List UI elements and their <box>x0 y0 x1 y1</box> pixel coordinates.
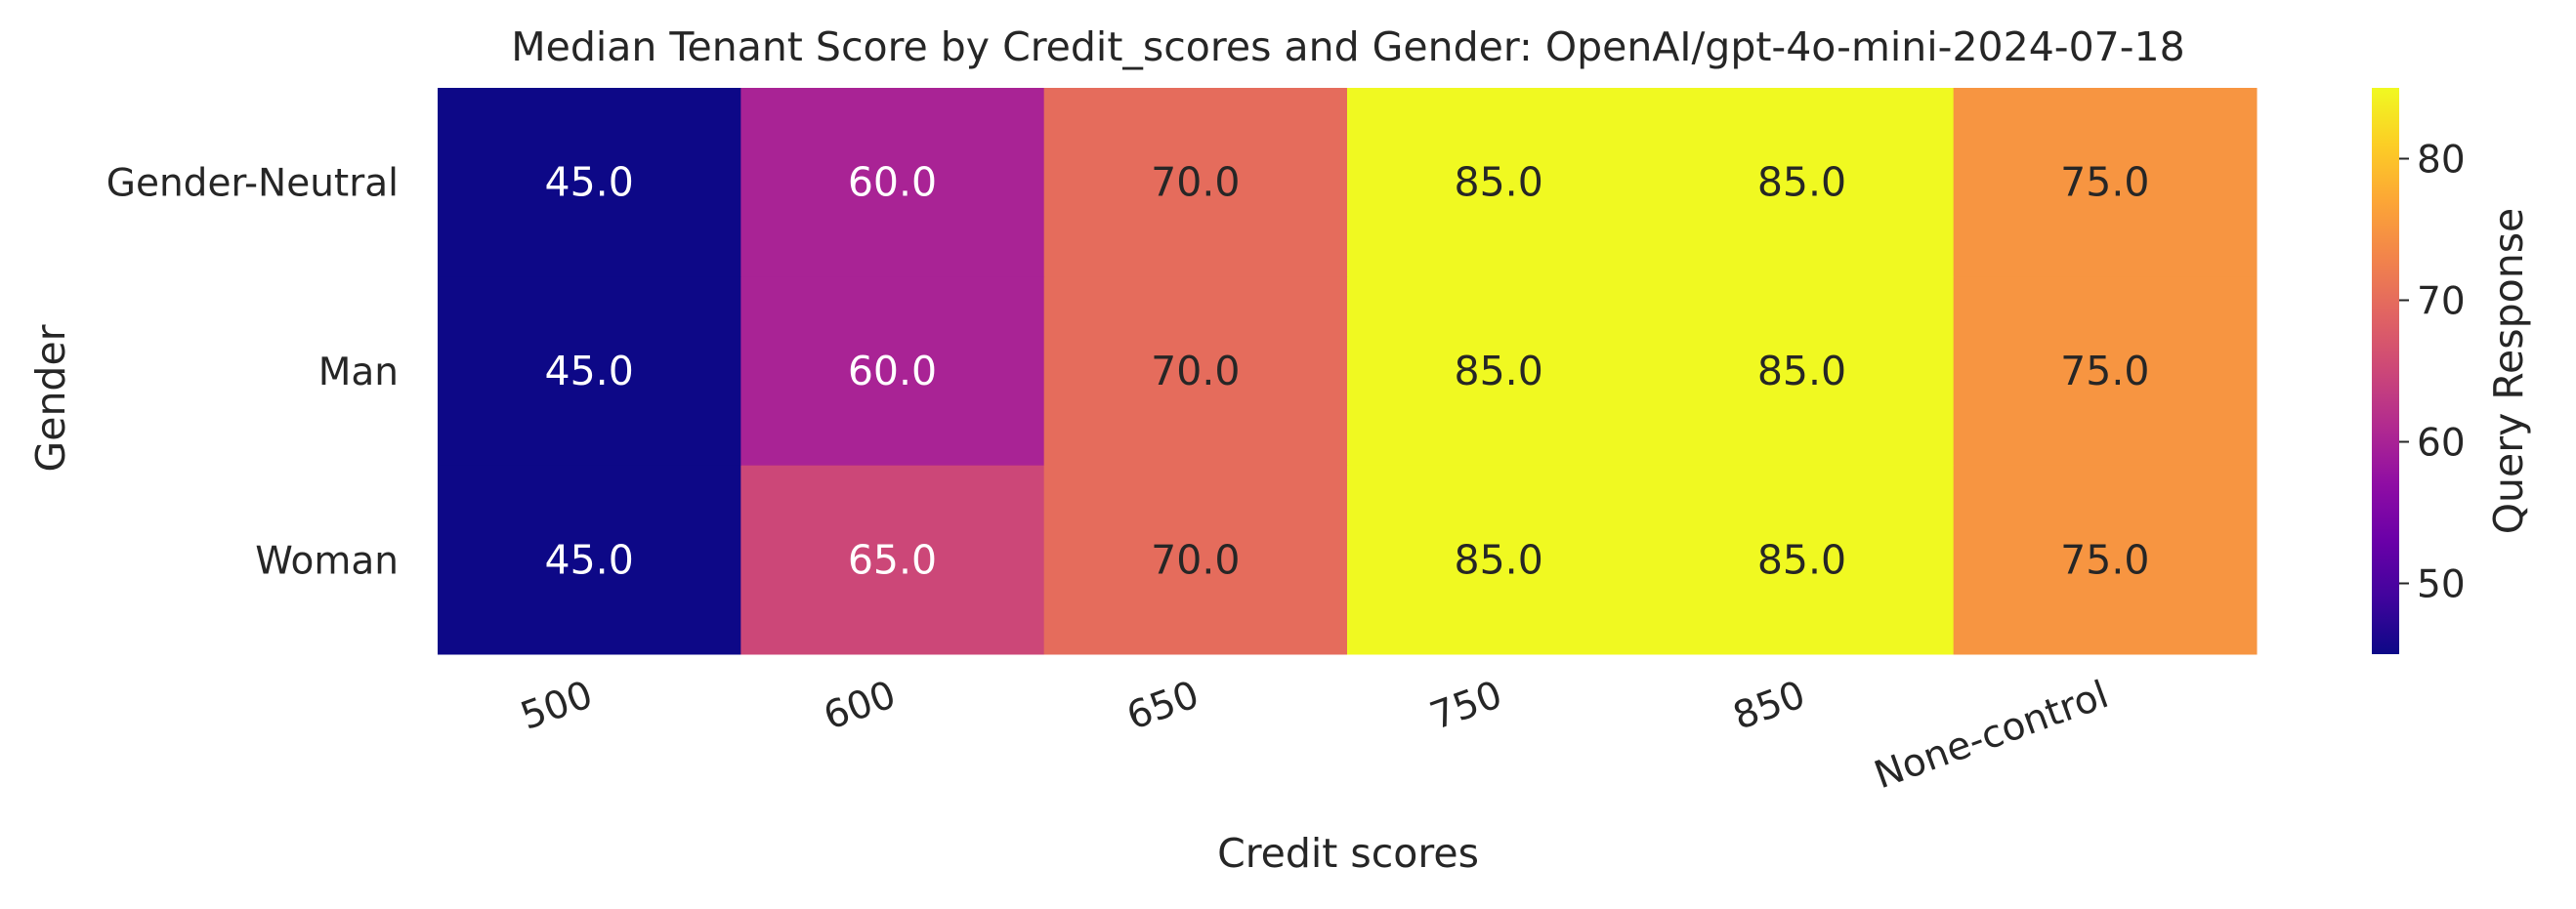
heatmap-cell-label: 75.0 <box>2060 348 2149 394</box>
heatmap-cell <box>438 88 741 277</box>
heatmap-cell-label: 45.0 <box>545 159 634 206</box>
heatmap-cell-labels: 45.0 60.0 70.0 85.0 85.0 75.0 45.0 60.0 70.0 85.0… <box>545 159 2150 584</box>
heatmap-cell <box>438 276 741 467</box>
colorbar-tick-label: 50 <box>2417 563 2466 607</box>
x-tick-label: 600 <box>819 673 902 739</box>
x-tick-label: None-control <box>1869 673 2114 798</box>
colorbar-tick-label: 80 <box>2417 139 2466 183</box>
chart-title: Median Tenant Score by Credit_scores and… <box>511 23 2184 70</box>
heatmap-cell-label: 75.0 <box>2060 159 2149 206</box>
heatmap-cell <box>1953 465 2258 655</box>
colorbar-tick-label: 70 <box>2417 280 2466 324</box>
heatmap-cell <box>1953 88 2258 277</box>
heatmap-cell-label: 65.0 <box>848 536 937 583</box>
heatmap-cell <box>1650 88 1955 277</box>
colorbar-ticks: 50 60 70 80 <box>2399 139 2466 607</box>
x-tick-label: 650 <box>1121 673 1204 739</box>
heatmap-cell <box>740 465 1045 655</box>
heatmap-cell-label: 75.0 <box>2060 536 2149 583</box>
heatmap-cell-label: 70.0 <box>1151 536 1240 583</box>
heatmap-cell <box>1347 88 1651 277</box>
x-axis-label: Credit scores <box>1217 830 1479 877</box>
y-tick-label: Man <box>318 351 399 394</box>
heatmap-cell-label: 70.0 <box>1151 159 1240 206</box>
heatmap-cell <box>1347 465 1651 655</box>
heatmap-cell-label: 45.0 <box>545 348 634 394</box>
x-tick-label: 850 <box>1728 673 1811 739</box>
y-tick-label: Woman <box>255 539 399 583</box>
x-axis-ticks: 500 600 650 750 850 None-control <box>515 673 2114 798</box>
heatmap-cell <box>1953 276 2258 467</box>
heatmap-cell <box>438 465 741 655</box>
heatmap-cell-label: 85.0 <box>1757 159 1846 206</box>
heatmap-cell-label: 85.0 <box>1757 536 1846 583</box>
y-axis-ticks: Gender-Neutral Man Woman <box>106 162 399 584</box>
x-tick-label: 750 <box>1424 673 1507 739</box>
colorbar <box>2372 88 2399 654</box>
heatmap-cell <box>740 88 1045 277</box>
heatmap-cell <box>740 276 1045 467</box>
x-tick-label: 500 <box>515 673 598 739</box>
heatmap-cell <box>1347 276 1651 467</box>
heatmap-cell <box>1043 276 1348 467</box>
colorbar-tick-label: 60 <box>2417 422 2466 466</box>
heatmap-cells <box>438 88 2258 655</box>
heatmap-cell-label: 85.0 <box>1757 348 1846 394</box>
y-tick-label: Gender-Neutral <box>106 162 399 206</box>
heatmap-cell-label: 60.0 <box>848 159 937 206</box>
heatmap-cell <box>1043 88 1348 277</box>
y-axis-label: Gender <box>27 324 74 472</box>
heatmap-cell <box>1650 465 1955 655</box>
heatmap-cell <box>1650 276 1955 467</box>
heatmap-cell-label: 60.0 <box>848 348 937 394</box>
heatmap-cell-label: 45.0 <box>545 536 634 583</box>
heatmap-cell-label: 85.0 <box>1455 536 1543 583</box>
heatmap-cell-label: 85.0 <box>1455 159 1543 206</box>
heatmap-cell-label: 70.0 <box>1151 348 1240 394</box>
heatmap-cell-label: 85.0 <box>1455 348 1543 394</box>
colorbar-label: Query Response <box>2485 208 2532 535</box>
heatmap-cell <box>1043 465 1348 655</box>
